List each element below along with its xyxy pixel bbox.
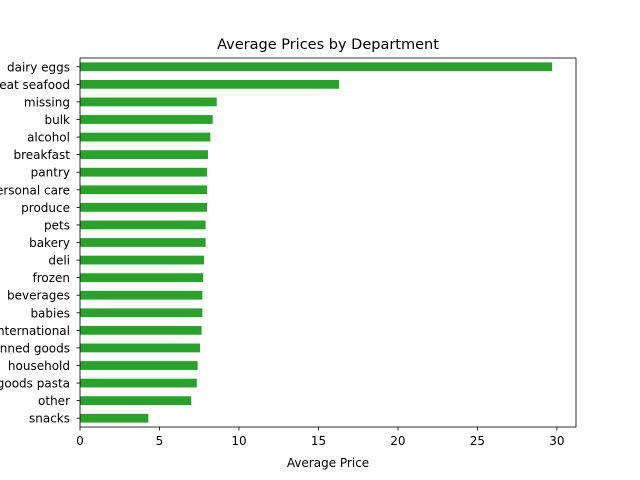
y-tick-label: meat seafood [0,78,70,92]
y-tick-label: dairy eggs [7,60,70,74]
bar-missing [80,97,217,107]
x-tick-label: 20 [390,434,405,448]
y-tick-label: canned goods [0,341,70,355]
y-tick-label: deli [48,254,70,268]
bar-dry-goods-pasta [80,378,197,388]
y-tick-label: household [8,359,70,373]
bar-babies [80,308,203,318]
x-axis: 0 5 10 15 20 25 30 [76,427,565,448]
bar-dairy-eggs [80,62,553,72]
x-axis-label: Average Price [287,456,369,470]
bar-breakfast [80,150,208,160]
y-axis: dairy eggs meat seafood missing bulk alcohol… [0,60,80,426]
bar-other [80,396,192,406]
y-tick-label: missing [24,95,70,109]
y-tick-label: personal care [0,183,70,197]
y-tick-label: produce [21,201,70,215]
y-tick-label: dry goods pasta [0,377,70,391]
bar-deli [80,255,204,265]
bar-bulk [80,115,213,124]
y-tick-label: pantry [31,166,70,180]
bar-canned-goods [80,343,201,353]
x-tick-label: 25 [470,434,485,448]
y-tick-label: alcohol [27,131,70,145]
y-tick-label: bakery [29,236,70,250]
x-tick-label: 5 [156,434,164,448]
y-tick-label: international [0,324,70,338]
bar-international [80,325,202,335]
bar-snacks [80,413,149,423]
y-tick-label: beverages [7,289,70,303]
bar-meat-seafood [80,79,340,89]
y-tick-label: other [38,394,70,408]
y-tick-label: babies [30,306,70,320]
x-tick-label: 15 [311,434,326,448]
x-tick-label: 30 [549,434,564,448]
x-tick-label: 0 [76,434,84,448]
bar-personal-care [80,185,208,195]
bar-household [80,361,198,370]
bar-produce [80,202,208,212]
y-tick-label: breakfast [13,148,70,162]
bar-bakery [80,238,206,247]
y-tick-label: pets [44,218,70,232]
y-tick-label: frozen [32,271,70,285]
bar-beverages [80,290,203,300]
bar-frozen [80,273,204,283]
plot-frame [79,57,577,428]
bars-group [80,62,553,423]
bar-alcohol [80,132,211,142]
bar-pets [80,220,206,230]
chart-title: Average Prices by Department [217,37,439,53]
x-tick-label: 10 [231,434,246,448]
bar-pantry [80,167,208,177]
y-tick-label: snacks [29,412,70,426]
y-tick-label: bulk [44,113,70,127]
